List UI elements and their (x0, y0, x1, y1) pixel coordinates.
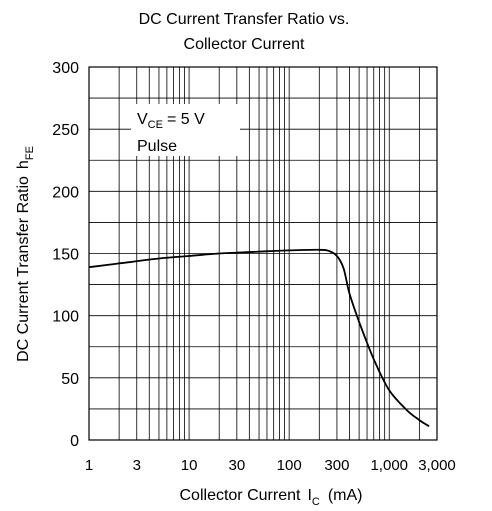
annotation-value: = 5 V (167, 111, 205, 128)
annotation-box: VCE = 5 V Pulse (131, 104, 240, 156)
x-axis-label-text: Collector Current (180, 487, 301, 504)
x-tick-label: 3,000 (418, 457, 456, 474)
y-tick-label: 100 (52, 309, 79, 326)
x-tick-label: 10 (181, 457, 198, 474)
y-tick-label: 150 (52, 247, 79, 264)
annotation-background (131, 104, 240, 156)
y-tick-label: 50 (61, 371, 79, 388)
series-line (88, 248, 430, 428)
x-tick-label: 300 (324, 457, 349, 474)
x-axis-label-subscript: C (312, 496, 320, 508)
x-axis-label: Collector Current IC (mA) (180, 487, 363, 508)
y-tick-label: 200 (52, 184, 79, 201)
x-tick-label: 1 (85, 457, 93, 474)
chart-title-line1: DC Current Transfer Ratio vs. (139, 11, 350, 28)
x-tick-label: 3 (133, 457, 141, 474)
y-axis-label: DC Current Transfer Ratio hFE (15, 146, 36, 362)
y-tick-label: 0 (70, 433, 79, 450)
annotation-line1: VCE = 5 V (137, 111, 205, 131)
y-axis-label-text: DC Current Transfer Ratio (15, 176, 32, 362)
y-axis-label-symbol: h (15, 160, 32, 169)
y-axis-label-subscript: FE (24, 146, 36, 160)
x-tick-labels: 1 3 10 30 100 300 1,000 3,000 (85, 457, 456, 474)
y-tick-labels: 0 50 100 150 200 250 300 (52, 60, 79, 450)
plot-frame (88, 66, 438, 441)
annotation-line2: Pulse (137, 138, 177, 155)
y-tick-label: 250 (52, 122, 79, 139)
x-tick-label: 30 (228, 457, 245, 474)
annotation-subscript: CE (148, 119, 163, 131)
y-tick-label: 300 (52, 60, 79, 77)
x-axis-label-unit: (mA) (328, 487, 363, 504)
x-axis-label-symbol: I (307, 487, 311, 504)
x-tick-label: 1,000 (370, 457, 408, 474)
chart-title-line2: Collector Current (184, 36, 305, 53)
annotation-symbol: V (137, 111, 148, 128)
x-tick-label: 100 (277, 457, 302, 474)
